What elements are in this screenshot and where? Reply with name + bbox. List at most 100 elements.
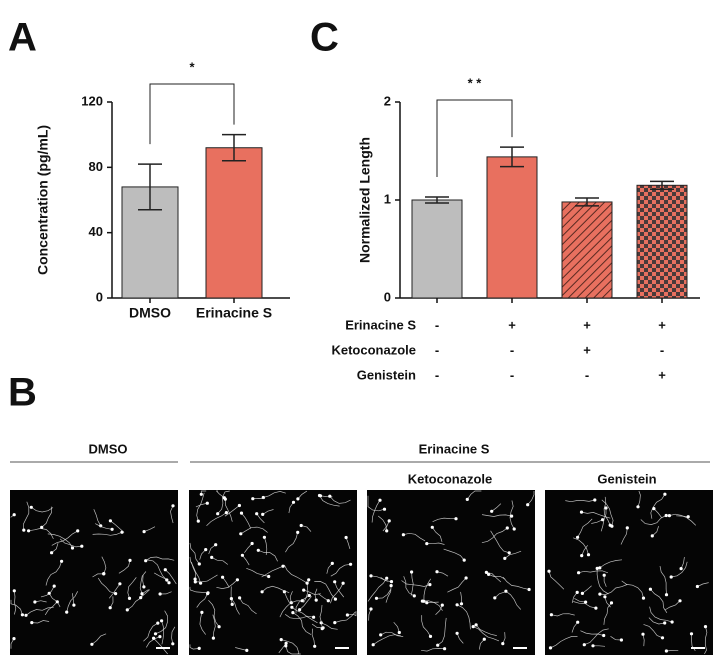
soma: [379, 633, 382, 636]
soma: [292, 501, 295, 504]
soma: [285, 642, 288, 645]
soma: [349, 563, 352, 566]
soma: [118, 582, 121, 585]
soma: [238, 504, 241, 507]
soma: [236, 578, 239, 581]
condition-name: Erinacine S: [345, 317, 416, 332]
group-label: Erinacine S: [419, 441, 490, 456]
soma: [216, 512, 219, 515]
soma: [231, 603, 234, 606]
soma: [508, 551, 511, 554]
bar: [637, 185, 687, 298]
soma: [171, 642, 174, 645]
condition-value: -: [435, 367, 439, 382]
soma: [71, 546, 74, 549]
condition-value: -: [660, 342, 664, 357]
y-tick-label: 80: [89, 159, 103, 174]
soma: [263, 536, 266, 539]
soma: [21, 613, 24, 616]
soma: [120, 531, 123, 534]
soma: [239, 532, 242, 535]
soma: [421, 600, 424, 603]
soma: [30, 621, 33, 624]
soma: [547, 570, 550, 573]
soma: [704, 625, 707, 628]
soma: [435, 570, 438, 573]
image-label: Genistein: [597, 471, 656, 486]
soma: [251, 542, 254, 545]
soma: [378, 499, 381, 502]
soma: [245, 649, 248, 652]
soma: [142, 585, 145, 588]
soma: [342, 582, 345, 585]
condition-value: -: [435, 317, 439, 332]
soma: [576, 536, 579, 539]
soma: [128, 597, 131, 600]
soma: [454, 517, 457, 520]
soma: [528, 588, 531, 591]
soma: [580, 510, 583, 513]
soma: [465, 576, 468, 579]
soma: [398, 631, 401, 634]
soma: [200, 611, 203, 614]
soma: [503, 557, 506, 560]
condition-name: Ketoconazole: [331, 342, 416, 357]
soma: [90, 643, 93, 646]
soma: [251, 497, 254, 500]
soma: [506, 526, 509, 529]
soma: [663, 493, 666, 496]
group-label: DMSO: [89, 441, 128, 456]
bar: [562, 202, 612, 298]
soma: [194, 580, 197, 583]
y-axis-label: Concentration (pg/mL): [35, 125, 51, 275]
soma: [410, 570, 413, 573]
soma: [690, 632, 693, 635]
soma: [144, 559, 147, 562]
soma: [598, 593, 601, 596]
soma: [27, 529, 30, 532]
soma: [12, 637, 15, 640]
panel-label: A: [8, 16, 37, 60]
y-tick-label: 40: [89, 224, 103, 239]
soma: [649, 588, 652, 591]
soma: [642, 597, 645, 600]
condition-value: +: [583, 342, 591, 357]
soma: [238, 596, 241, 599]
soma: [620, 638, 623, 641]
soma: [328, 495, 331, 498]
soma: [333, 621, 336, 624]
soma: [587, 553, 590, 556]
soma: [298, 608, 301, 611]
soma: [198, 562, 201, 565]
soma: [388, 519, 391, 522]
soma: [308, 594, 311, 597]
soma: [475, 623, 478, 626]
soma: [441, 604, 444, 607]
soma: [636, 505, 639, 508]
soma: [375, 597, 378, 600]
soma: [463, 559, 466, 562]
soma: [429, 635, 432, 638]
soma: [80, 545, 83, 548]
condition-value: +: [583, 317, 591, 332]
soma: [591, 644, 594, 647]
soma: [210, 556, 213, 559]
soma: [598, 566, 601, 569]
soma: [160, 619, 163, 622]
soma: [224, 498, 227, 501]
soma: [56, 600, 59, 603]
soma: [665, 514, 668, 517]
soma: [651, 534, 654, 537]
condition-value: -: [510, 342, 514, 357]
soma: [313, 645, 316, 648]
soma: [159, 592, 162, 595]
soma: [577, 571, 580, 574]
soma: [307, 578, 310, 581]
micrograph: [10, 490, 178, 655]
soma: [504, 590, 507, 593]
soma: [22, 529, 25, 532]
soma: [665, 649, 668, 652]
soma: [665, 593, 668, 596]
soma: [206, 502, 209, 505]
